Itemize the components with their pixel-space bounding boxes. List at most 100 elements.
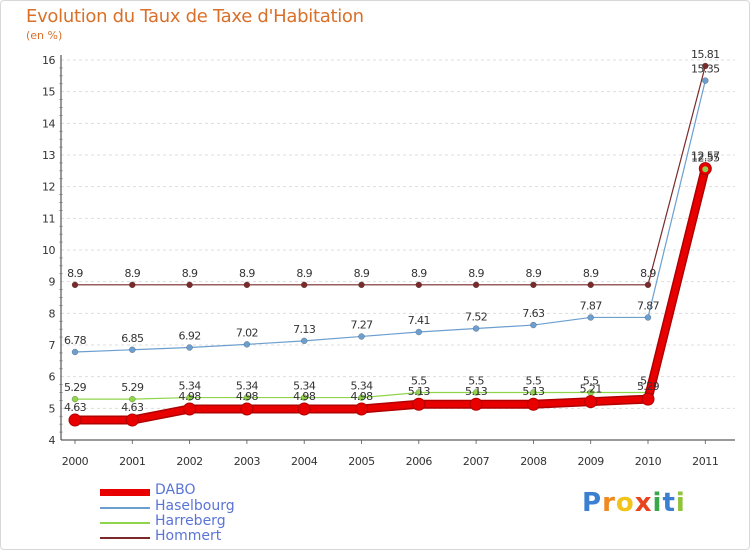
proxiti-logo: Proxiti [582, 488, 686, 518]
data-label-dabo: 5.13 [408, 385, 431, 398]
y-tick-label: 9 [49, 276, 56, 289]
data-label-haselbourg: 7.52 [465, 311, 487, 324]
data-label-haselbourg: 6.92 [179, 330, 201, 343]
data-label-hommert: 8.9 [583, 267, 599, 280]
data-label-dabo: 4.98 [293, 390, 316, 403]
data-point-haselbourg [472, 325, 480, 332]
y-tick-label: 7 [49, 339, 56, 352]
series-line-haselbourg [74, 80, 706, 353]
data-label-harreberg: 5.34 [293, 380, 316, 393]
data-point-dabo [641, 392, 655, 406]
series-line-dabo [72, 165, 709, 424]
logo-letter: o [615, 488, 635, 518]
data-label-harreberg: 12.55 [691, 151, 720, 164]
data-point-dabo [240, 402, 254, 416]
data-label-dabo: 12.57 [691, 150, 720, 163]
data-point-hommert [587, 281, 594, 289]
y-tick-label: 8 [49, 307, 56, 320]
data-label-dabo: 5.13 [465, 385, 488, 398]
data-label-harreberg: 5.34 [179, 380, 202, 393]
data-point-haselbourg [129, 346, 136, 353]
logo-letter: i [652, 488, 663, 518]
data-point-harreberg [358, 394, 365, 401]
data-point-hommert [300, 281, 308, 289]
legend-swatch-haselbourg [100, 507, 150, 509]
data-label-hommert: 8.9 [411, 267, 427, 280]
data-point-hommert [129, 281, 136, 289]
data-point-harreberg-top [702, 166, 709, 173]
y-tick-label: 16 [42, 54, 55, 67]
x-tick-label: 2008 [520, 455, 547, 468]
data-label-hommert: 8.9 [468, 267, 484, 280]
logo-letter: r [602, 488, 616, 518]
data-label-hommert: 8.9 [640, 267, 656, 280]
legend-swatch-dabo [100, 489, 150, 496]
data-label-hommert: 8.9 [354, 267, 370, 280]
data-label-haselbourg: 6.85 [121, 332, 144, 345]
data-point-harreberg [472, 389, 480, 396]
data-point-dabo [183, 402, 197, 416]
data-point-haselbourg [358, 333, 365, 340]
x-tick-label: 2007 [463, 455, 490, 468]
legend-item-harreberg[interactable]: Harreberg [100, 513, 300, 532]
data-label-harreberg: 5.34 [236, 380, 259, 393]
data-point-hommert [472, 281, 480, 289]
data-label-hommert: 8.9 [124, 267, 140, 280]
data-label-dabo: 4.98 [350, 390, 373, 403]
logo-letter: x [634, 488, 653, 518]
y-tick-label: 4 [49, 434, 56, 447]
legend-item-haselbourg[interactable]: Haselbourg [100, 498, 300, 517]
x-tick-label: 2001 [119, 455, 145, 468]
data-point-dabo [469, 397, 483, 411]
legend-label-harreberg: Harreberg [155, 513, 226, 529]
y-tick-label: 6 [49, 371, 56, 384]
legend-label-haselbourg: Haselbourg [155, 498, 235, 514]
data-point-harreberg [186, 394, 193, 401]
x-tick-label: 2000 [62, 455, 89, 468]
data-point-dabo [355, 402, 368, 416]
legend-label-dabo: DABO [155, 482, 196, 498]
data-point-harreberg [71, 395, 79, 403]
data-point-hommert [702, 62, 709, 70]
data-point-haselbourg [71, 348, 79, 356]
x-tick-label: 2005 [348, 455, 375, 468]
data-label-haselbourg: 6.78 [64, 334, 87, 347]
y-tick-label: 11 [42, 212, 55, 225]
data-label-haselbourg: 7.13 [293, 323, 316, 336]
data-point-haselbourg [300, 337, 308, 345]
data-point-dabo [297, 402, 311, 416]
data-label-harreberg: 5.34 [350, 380, 373, 393]
legend-label-hommert: Hommert [155, 528, 222, 544]
legend-item-dabo[interactable]: DABO [100, 482, 300, 501]
legend-item-hommert[interactable]: Hommert [100, 528, 300, 547]
logo-letter: P [582, 488, 603, 518]
data-point-haselbourg [186, 344, 193, 351]
data-label-haselbourg: 7.87 [637, 299, 660, 312]
y-tick-label: 10 [42, 244, 55, 257]
data-point-hommert [186, 281, 193, 289]
data-point-hommert [530, 281, 537, 289]
x-tick-label: 2004 [291, 455, 318, 468]
data-point-haselbourg [644, 314, 652, 321]
data-label-haselbourg: 7.63 [522, 307, 545, 320]
data-point-dabo [68, 413, 82, 427]
data-label-haselbourg: 7.41 [408, 314, 430, 327]
data-point-hommert [243, 281, 251, 289]
y-tick-label: 13 [42, 149, 55, 162]
data-label-dabo: 5.13 [522, 385, 545, 398]
data-label-dabo: 4.98 [179, 390, 202, 403]
data-point-hommert [71, 281, 79, 289]
series-line-harreberg [75, 169, 706, 400]
data-label-hommert: 15.81 [691, 48, 720, 61]
data-point-harreberg [415, 389, 423, 396]
data-label-dabo: 5.29 [637, 380, 660, 393]
data-point-haselbourg [702, 77, 709, 84]
data-label-harreberg: 5.5 [526, 375, 542, 388]
data-point-harreberg [530, 389, 537, 396]
legend-swatch-harreberg [100, 522, 150, 524]
y-tick-label: 15 [42, 86, 55, 99]
data-point-harreberg [129, 395, 136, 403]
data-point-dabo [584, 395, 598, 409]
logo-letter: t [662, 488, 676, 518]
